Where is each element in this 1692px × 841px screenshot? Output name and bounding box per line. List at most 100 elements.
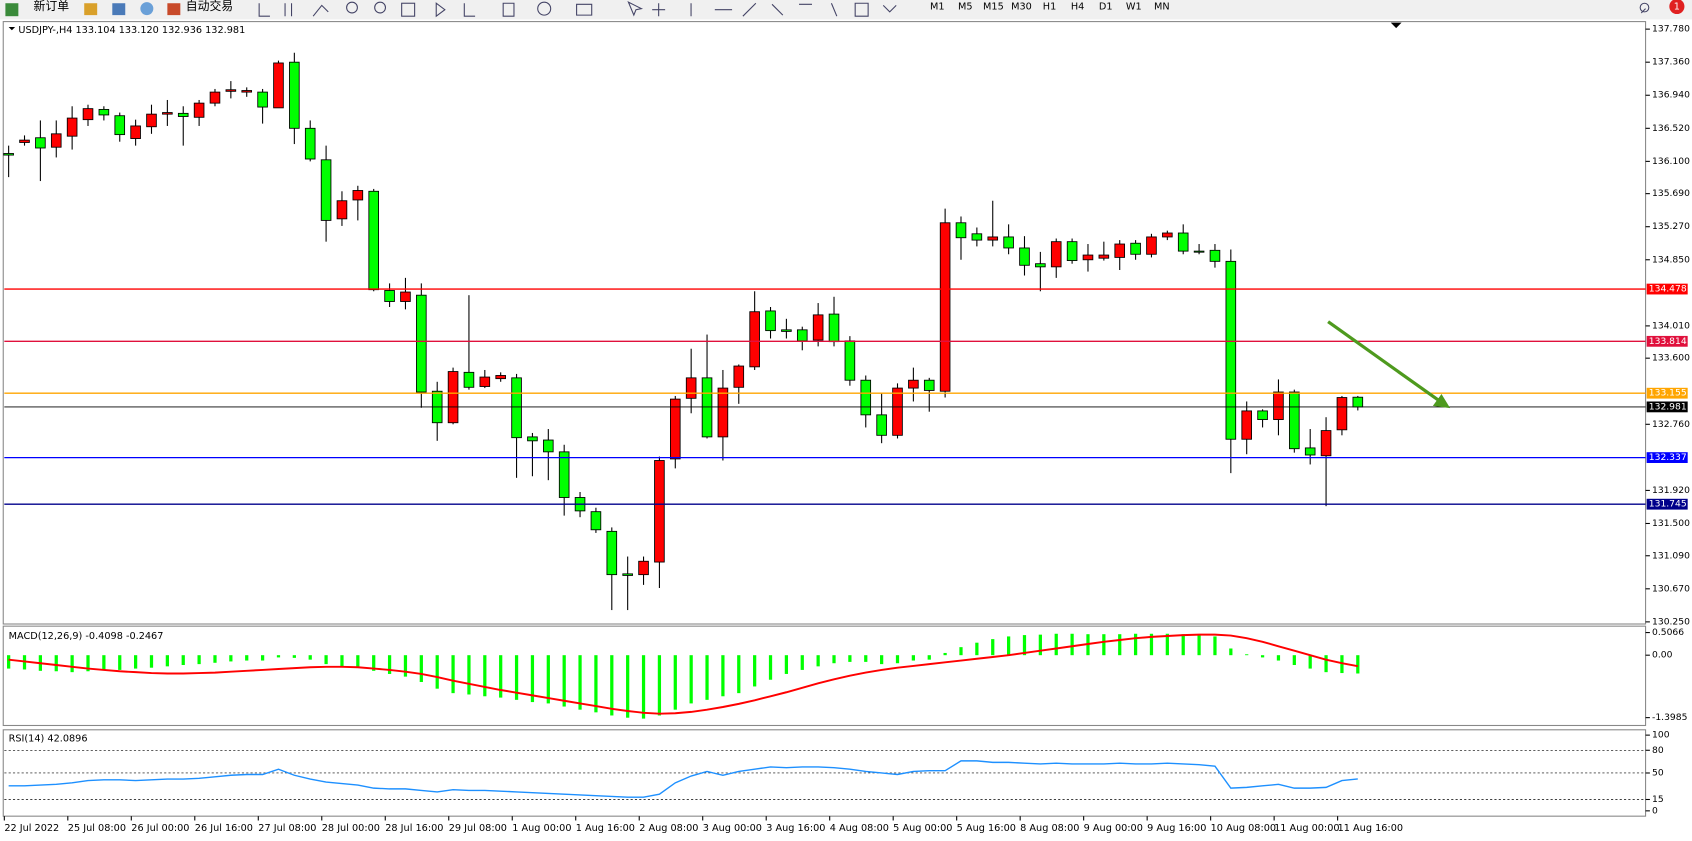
macd-bar (419, 655, 423, 682)
candle-body (955, 222, 967, 239)
timeframe-button[interactable]: W1 (1126, 1, 1142, 12)
draw-tools[interactable] (627, 1, 897, 17)
zoom-out[interactable] (374, 1, 387, 14)
candle-body (50, 133, 62, 148)
y-tick-label: 131.500 (1652, 518, 1690, 529)
candle-body (66, 117, 78, 137)
x-tick-label: 1 Aug 16:00 (576, 823, 635, 834)
candle-body (1003, 236, 1014, 249)
current-price-bg (1646, 401, 1688, 413)
macd-bar (768, 655, 773, 680)
timeframe-button[interactable]: M30 (1011, 1, 1032, 12)
macd-bar (86, 655, 90, 672)
timeframe-button[interactable]: M5 (958, 1, 973, 12)
search[interactable] (1639, 2, 1650, 14)
y-tick-label: 135.270 (1652, 221, 1690, 232)
y-tick-label: 136.940 (1652, 90, 1690, 101)
y-tick-label: 131.090 (1652, 550, 1690, 561)
level-label-bg (1646, 452, 1688, 463)
macd-bar (245, 655, 249, 661)
macd-bar (372, 655, 376, 671)
macd-bar (737, 655, 741, 694)
candle-body (463, 371, 475, 388)
y-tick-label: 134.850 (1652, 254, 1690, 265)
macd-bar (1102, 634, 1106, 656)
candle-body (1241, 410, 1252, 440)
macd-bar (292, 655, 296, 658)
macd-bar (1149, 633, 1154, 656)
tool-icons (258, 1, 1650, 18)
candle-body (606, 530, 618, 576)
macd-bar (102, 655, 106, 670)
candle-body (558, 451, 570, 498)
candle-body (765, 310, 776, 332)
plot: 137.780 137.360 136.940 136.520 136.100 135.6… (3, 24, 1690, 834)
candle-body (669, 398, 681, 460)
macd-bar (118, 655, 122, 670)
macd-bar (7, 655, 11, 669)
arrow-head (1432, 394, 1451, 409)
x-tick-label: 1 Aug 00:00 (512, 823, 571, 834)
x-tick-label: 28 Jul 00:00 (322, 823, 380, 834)
macd-bar (499, 655, 503, 698)
candle-body (336, 200, 348, 220)
candle-body (352, 190, 364, 201)
auto-trading-icon[interactable] (167, 3, 181, 16)
macd-bar (1356, 655, 1360, 674)
macd-bar (1022, 635, 1027, 656)
candle-body (416, 294, 427, 393)
y-tick-label: 136.520 (1652, 123, 1690, 134)
macd-bar (403, 655, 408, 677)
new-order-icon[interactable] (5, 3, 19, 17)
macd-bar (657, 655, 662, 716)
candle-body (1225, 260, 1237, 440)
macd-bar (721, 655, 725, 697)
y-tick-label: 0.00 (1652, 650, 1673, 661)
y-tick-label: 130.250 (1652, 616, 1690, 627)
candle-body (828, 313, 840, 343)
candle-body (320, 159, 332, 221)
icon[interactable] (140, 2, 154, 16)
x-tick-label: 28 Jul 16:00 (385, 823, 443, 834)
icon[interactable] (112, 3, 126, 16)
y-tick-label: -1.3985 (1652, 712, 1688, 723)
macd-bar (1133, 633, 1138, 656)
chart-title: USDJPY-,H4 133.104 133.120 132.936 132.9… (18, 25, 245, 36)
badge-count: 1 (1674, 1, 1680, 12)
candle-body (257, 91, 268, 108)
macd-bar (562, 655, 566, 707)
x-tick-label: 10 Aug 08:00 (1211, 823, 1276, 834)
macd-bar (991, 639, 995, 656)
macd-bar (530, 655, 535, 703)
auto-trading[interactable]: 自动交易 (186, 0, 233, 13)
timeframe-button[interactable]: MN (1154, 1, 1170, 12)
y-tick-label: 80 (1652, 745, 1664, 756)
macd-bar (1054, 633, 1058, 656)
new-order[interactable]: 新订单 (33, 0, 69, 13)
timeframe-button[interactable]: D1 (1099, 1, 1113, 12)
candle-body (987, 236, 999, 241)
macd-bar (1260, 655, 1265, 658)
level-label: 134.478 (1649, 284, 1687, 295)
macd-bar (1213, 636, 1217, 656)
candle-body (447, 371, 459, 424)
zoom-in[interactable] (346, 1, 358, 14)
timeframe-button[interactable]: H4 (1071, 1, 1084, 12)
timeframe-button[interactable]: M15 (983, 1, 1004, 12)
candle-body (19, 139, 30, 143)
candle-body (384, 290, 395, 302)
candle-body (654, 460, 665, 563)
x-tick-label: 2 Aug 08:00 (639, 823, 698, 834)
timeframe-button[interactable]: H1 (1043, 1, 1056, 12)
candle-body (1320, 430, 1332, 457)
tile[interactable] (401, 2, 416, 17)
macd-bar (229, 655, 233, 662)
chart-icons[interactable] (258, 3, 329, 17)
notification-badge[interactable] (1669, 0, 1685, 15)
macd-bar (324, 655, 328, 665)
y-tick-label: 134.010 (1652, 320, 1690, 331)
candle-body (892, 387, 903, 436)
timeframe-button[interactable]: M1 (930, 1, 945, 12)
tools[interactable] (435, 1, 593, 18)
icon[interactable] (84, 3, 98, 16)
